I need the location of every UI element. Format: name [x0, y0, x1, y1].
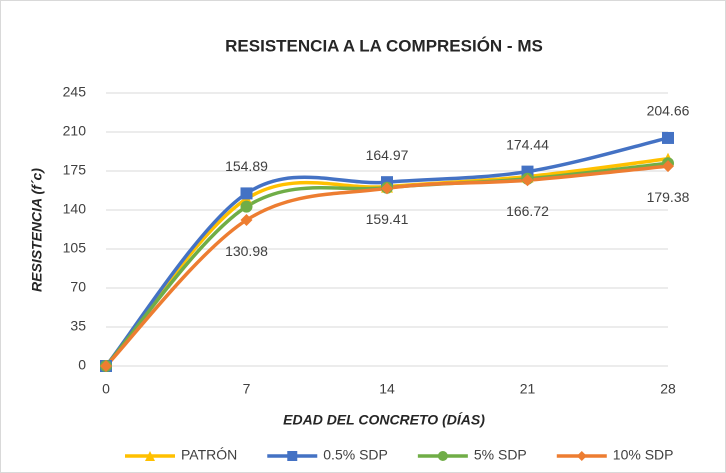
x-axis-label: EDAD DEL CONCRETO (DÍAS): [283, 412, 485, 428]
data-label: 159.41: [366, 211, 409, 227]
marker: [145, 451, 155, 461]
data-label: 164.97: [366, 147, 409, 163]
y-tick-label: 245: [63, 84, 87, 100]
marker: [576, 451, 587, 461]
x-tick-label: 7: [243, 381, 251, 397]
series-line: [104, 164, 669, 368]
data-label: 179.38: [647, 189, 690, 205]
marker: [381, 182, 393, 195]
x-tick-label: 21: [520, 381, 536, 397]
y-tick-label: 35: [70, 318, 86, 334]
data-label: 204.66: [647, 103, 690, 119]
legend-label: 0.5% SDP: [323, 447, 388, 463]
marker: [521, 174, 534, 187]
marker: [240, 200, 253, 213]
marker: [240, 187, 253, 200]
chart-title: RESISTENCIA A LA COMPRESIÓN - MS: [225, 36, 543, 55]
x-tick-label: 28: [660, 381, 676, 397]
data-label: 166.72: [506, 203, 549, 219]
data-label: 174.44: [506, 136, 549, 152]
y-tick-label: 175: [63, 162, 87, 178]
x-tick-label: 0: [102, 381, 110, 397]
legend-label: PATRÓN: [181, 447, 237, 463]
marker: [240, 214, 253, 227]
y-tick-label: 105: [63, 240, 87, 256]
series-line: [104, 136, 669, 368]
data-label: 130.98: [225, 243, 268, 259]
marker: [662, 131, 674, 144]
y-tick-label: 0: [78, 357, 86, 373]
data-label: 154.89: [225, 158, 268, 174]
marker: [662, 160, 674, 173]
x-tick-label: 14: [379, 381, 395, 397]
y-axis-label: RESISTENCIA (f´c): [29, 168, 45, 292]
legend-label: 5% SDP: [474, 447, 527, 463]
legend-label: 10% SDP: [613, 447, 674, 463]
marker: [287, 451, 298, 461]
y-tick-label: 210: [63, 123, 87, 139]
y-tick-label: 140: [63, 201, 87, 217]
marker: [100, 360, 112, 372]
y-tick-label: 70: [70, 279, 86, 295]
marker: [437, 451, 448, 461]
